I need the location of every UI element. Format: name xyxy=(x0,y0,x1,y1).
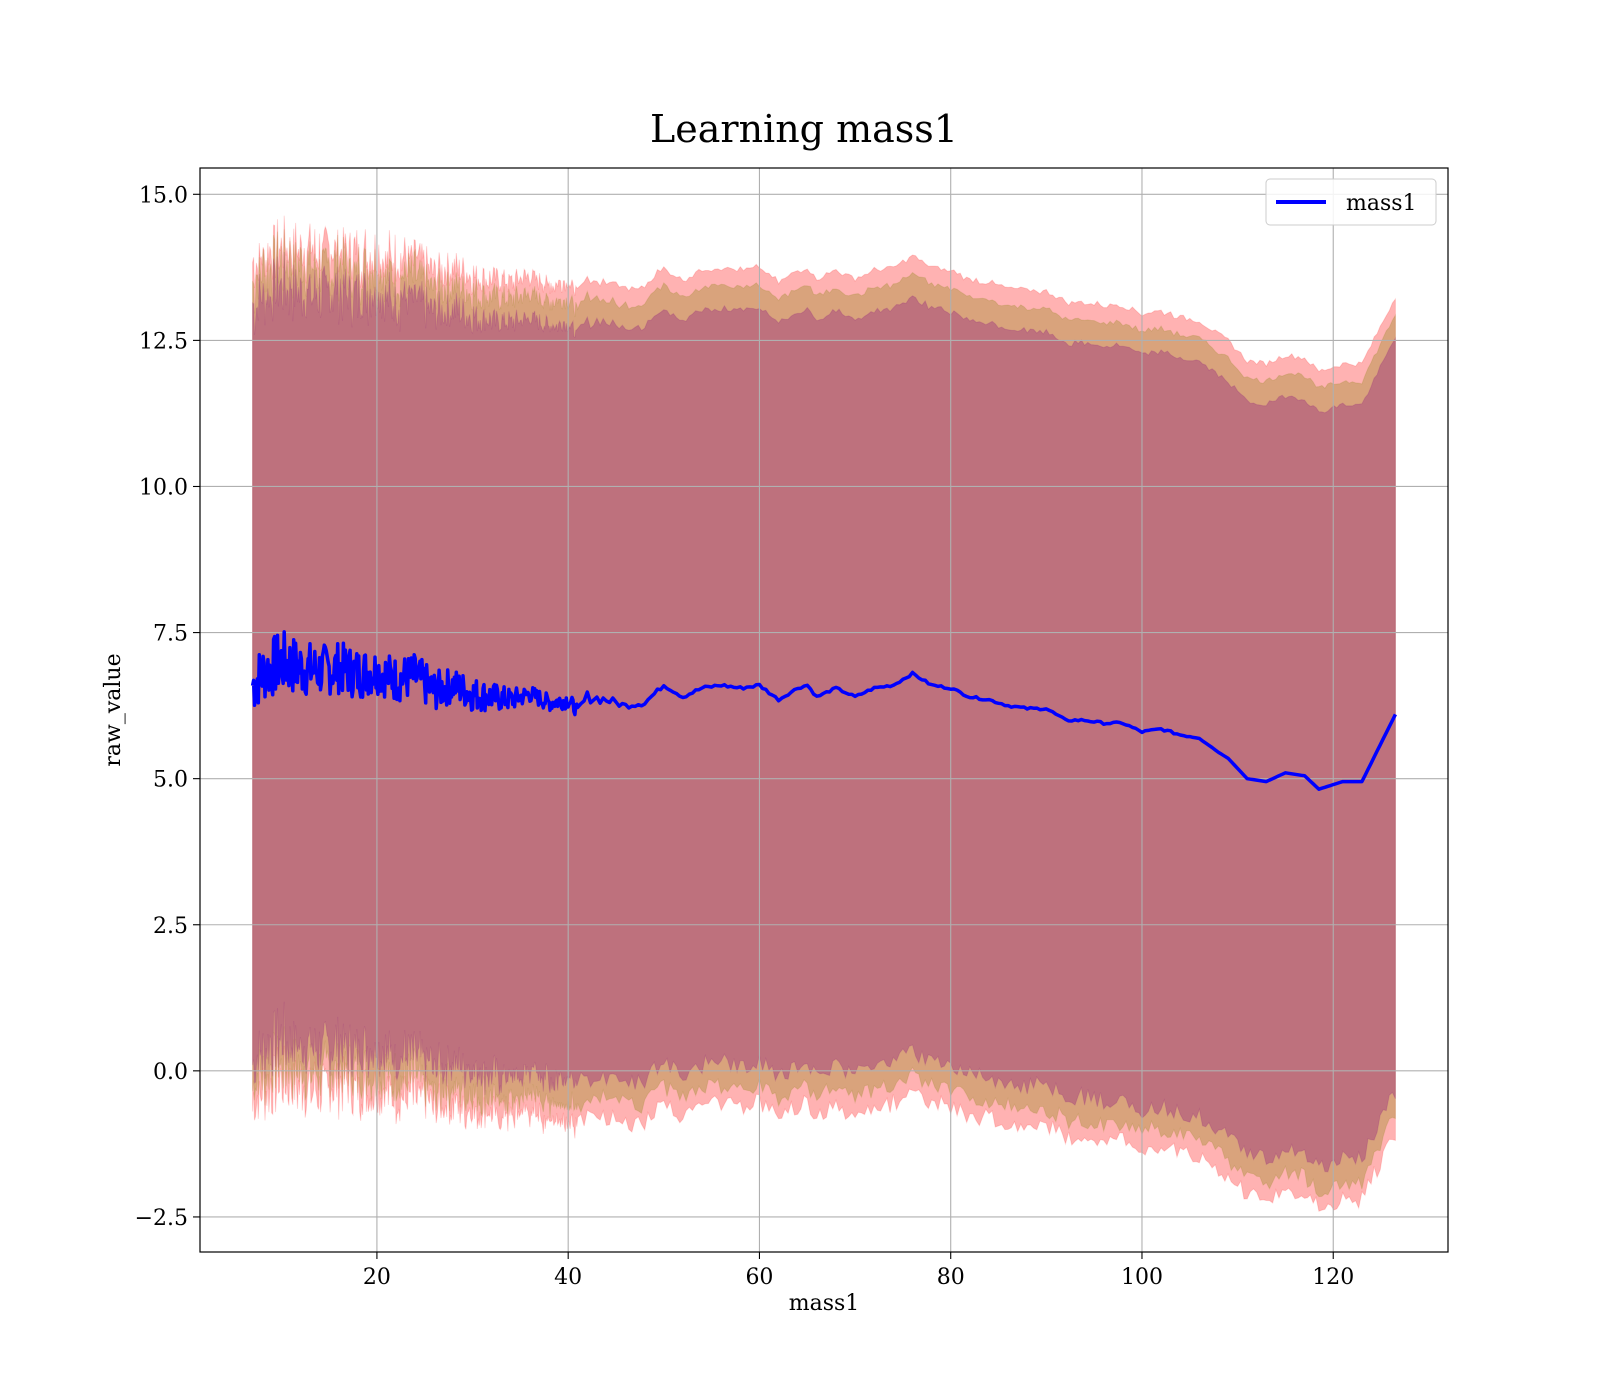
confidence-bands xyxy=(252,215,1396,1212)
y-tick-label: −2.5 xyxy=(135,1206,188,1231)
x-tick-label: 80 xyxy=(937,1265,965,1290)
x-tick-label: 60 xyxy=(745,1265,773,1290)
chart-title: Learning mass1 xyxy=(650,107,958,151)
series-lines xyxy=(250,630,1397,791)
x-tick-label: 40 xyxy=(554,1265,582,1290)
legend-label: mass1 xyxy=(1346,191,1417,216)
x-tick-label: 20 xyxy=(363,1265,391,1290)
plot-area-frame xyxy=(199,167,1449,1253)
y-tick-label: 0.0 xyxy=(153,1060,188,1085)
legend: mass1 xyxy=(1265,178,1437,226)
band-outer xyxy=(252,215,1396,1212)
x-axis: 20 40 60 80 100 120 xyxy=(363,1252,1354,1290)
grid-lines xyxy=(200,168,1448,1252)
y-tick-label: 10.0 xyxy=(139,475,188,500)
y-tick-label: 15.0 xyxy=(139,183,188,208)
y-axis-title: raw_value xyxy=(101,653,126,766)
y-tick-label: 12.5 xyxy=(139,329,188,354)
y-axis: 15.0 12.5 10.0 7.5 5.0 2.5 0.0 −2.5 xyxy=(135,183,200,1231)
band-middle xyxy=(252,229,1396,1198)
legend-box xyxy=(1265,178,1437,226)
y-tick-label: 7.5 xyxy=(153,622,188,647)
x-axis-title: mass1 xyxy=(789,1291,860,1316)
series-line-mass1 xyxy=(250,630,1397,791)
y-tick-label: 2.5 xyxy=(153,914,188,939)
x-tick-label: 120 xyxy=(1312,1265,1354,1290)
y-tick-label: 5.0 xyxy=(153,768,188,793)
band-inner xyxy=(252,251,1396,1173)
x-tick-label: 100 xyxy=(1121,1265,1163,1290)
